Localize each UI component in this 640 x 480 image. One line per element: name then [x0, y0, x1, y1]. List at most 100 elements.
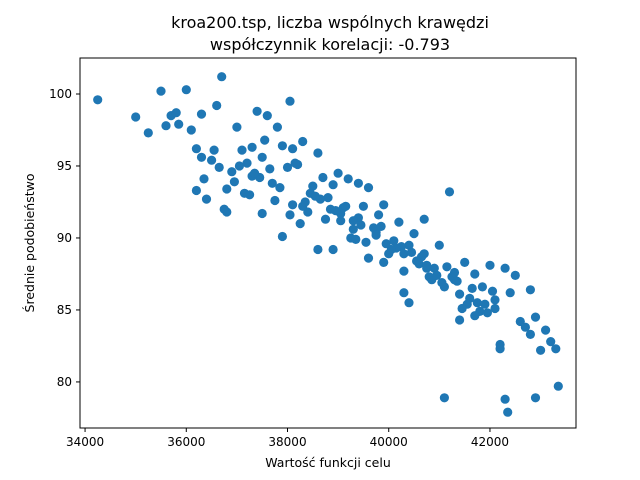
data-points [93, 72, 563, 417]
data-point [143, 128, 153, 138]
data-point [227, 167, 237, 177]
data-point [277, 231, 287, 242]
data-point [376, 221, 386, 231]
data-point [429, 263, 439, 273]
x-axis-label: Wartość funkcji celu [265, 455, 391, 470]
data-point [191, 144, 201, 154]
data-point [232, 122, 242, 132]
data-point [482, 308, 492, 318]
data-point [219, 204, 229, 214]
data-point [288, 200, 298, 210]
data-point [247, 142, 257, 152]
y-tick-label: 100 [49, 87, 72, 101]
data-point [525, 285, 536, 295]
data-point [412, 256, 422, 266]
data-point [308, 181, 318, 191]
data-point [282, 162, 293, 172]
data-point [419, 214, 429, 224]
data-point [348, 216, 358, 226]
data-point [379, 257, 389, 267]
data-point [191, 185, 201, 196]
data-point [207, 155, 217, 165]
data-point [472, 298, 482, 308]
y-axis-ticks: 80 85 90 95 100 [49, 87, 80, 389]
data-point [399, 266, 409, 276]
data-point [379, 200, 389, 210]
data-point [409, 229, 419, 239]
data-point [480, 299, 490, 309]
data-point [272, 122, 282, 132]
data-point [343, 174, 353, 184]
data-point [336, 216, 346, 226]
y-tick-label: 85 [57, 303, 72, 317]
data-point [455, 289, 465, 299]
data-point [442, 262, 452, 272]
x-axis-ticks: 34000 36000 38000 40000 42000 [66, 428, 509, 449]
data-point [288, 144, 298, 154]
y-tick-label: 90 [57, 231, 72, 245]
x-tick-label: 34000 [66, 435, 104, 449]
data-point [525, 329, 536, 339]
data-point [437, 278, 447, 288]
data-point [505, 288, 515, 298]
data-point [300, 197, 310, 207]
data-point [351, 234, 361, 244]
y-tick-label: 80 [57, 375, 72, 389]
y-tick-label: 95 [57, 159, 72, 173]
data-point [295, 219, 305, 229]
data-point [196, 152, 207, 162]
data-point [353, 178, 363, 188]
data-point [404, 298, 414, 308]
data-point [553, 381, 563, 391]
data-point [487, 286, 498, 296]
data-point [536, 345, 546, 355]
data-point [201, 194, 212, 204]
data-point [174, 119, 184, 129]
data-point [530, 312, 541, 322]
data-point [520, 322, 531, 332]
data-point [171, 108, 181, 118]
data-point [199, 174, 209, 184]
data-point [406, 247, 417, 257]
data-point [356, 220, 366, 230]
data-point [242, 158, 252, 168]
data-point [358, 201, 368, 211]
data-point [217, 72, 227, 82]
data-point [285, 96, 295, 106]
data-point [341, 201, 351, 211]
data-point [186, 125, 196, 135]
data-point [500, 263, 510, 273]
data-point [452, 276, 462, 286]
data-point [490, 303, 500, 314]
plot-frame [79, 57, 577, 429]
data-point [313, 244, 323, 255]
data-point [449, 267, 460, 278]
data-point [318, 172, 328, 183]
x-tick-label: 42000 [471, 435, 509, 449]
data-point [371, 230, 381, 240]
data-point [239, 188, 250, 198]
data-point [161, 121, 171, 131]
data-point [485, 260, 495, 270]
data-point [310, 191, 320, 201]
data-point [348, 224, 358, 234]
data-point [422, 260, 432, 270]
data-point [439, 393, 449, 403]
data-point [93, 95, 103, 105]
chart-title-line-1: kroa200.tsp, liczba wspólnych krawędzi [171, 13, 489, 32]
data-point [363, 253, 374, 263]
data-point [260, 135, 270, 145]
data-point [320, 214, 331, 224]
data-point [455, 315, 465, 325]
data-point [404, 240, 414, 250]
data-point [196, 109, 207, 119]
data-point [361, 237, 371, 247]
data-point [331, 206, 341, 216]
data-point [374, 210, 384, 220]
data-point [270, 195, 280, 206]
data-point [541, 325, 551, 335]
data-point [265, 164, 275, 174]
data-point [460, 257, 470, 267]
data-point [156, 86, 166, 96]
